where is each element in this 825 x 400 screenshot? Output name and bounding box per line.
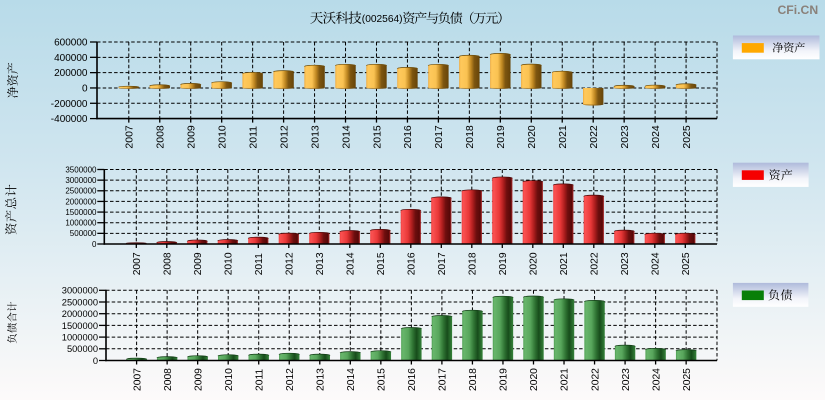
svg-text:400000: 400000 [54,53,88,64]
svg-text:2018: 2018 [468,368,479,391]
svg-text:-200000: -200000 [51,99,88,110]
svg-text:2023: 2023 [621,368,632,391]
svg-text:2025: 2025 [681,252,692,275]
svg-text:2008: 2008 [163,252,174,275]
svg-text:2020: 2020 [529,252,540,275]
svg-text:1000000: 1000000 [65,219,97,228]
svg-text:2013: 2013 [315,368,326,391]
svg-text:2013: 2013 [309,125,321,149]
svg-text:2024: 2024 [650,125,662,149]
svg-text:500000: 500000 [70,229,97,238]
svg-text:2014: 2014 [340,125,352,149]
svg-text:2500000: 2500000 [65,187,97,196]
svg-text:2025: 2025 [681,125,693,149]
svg-text:2013: 2013 [315,252,326,275]
svg-text:2016: 2016 [407,252,418,275]
svg-text:2023: 2023 [620,252,631,275]
svg-text:2024: 2024 [651,368,662,391]
svg-text:1500000: 1500000 [62,321,98,331]
svg-text:2017: 2017 [433,125,445,149]
svg-text:2017: 2017 [437,252,448,275]
svg-text:3000000: 3000000 [65,176,97,185]
svg-text:CFi.CN: CFi.CN [778,3,819,17]
svg-text:2019: 2019 [498,252,509,275]
svg-text:2011: 2011 [247,126,259,149]
svg-text:2007: 2007 [124,125,136,149]
svg-text:2015: 2015 [376,252,387,275]
svg-text:1000000: 1000000 [62,332,98,342]
svg-text:2016: 2016 [402,125,414,149]
svg-text:2008: 2008 [155,125,167,149]
svg-text:2022: 2022 [590,368,601,391]
svg-text:2017: 2017 [438,368,449,391]
svg-text:500000: 500000 [67,344,98,354]
svg-text:2014: 2014 [346,368,357,391]
svg-text:3500000: 3500000 [65,165,97,174]
svg-text:2010: 2010 [224,368,235,391]
svg-text:2016: 2016 [407,368,418,391]
svg-text:2010: 2010 [224,252,235,275]
svg-text:2021: 2021 [557,125,569,149]
svg-text:2018: 2018 [464,125,476,149]
svg-text:0: 0 [93,356,98,366]
svg-text:2010: 2010 [216,125,228,149]
svg-text:2500000: 2500000 [62,297,98,307]
svg-text:2015: 2015 [377,368,388,391]
svg-text:2000000: 2000000 [65,197,97,206]
svg-text:2019: 2019 [495,125,507,149]
svg-text:2007: 2007 [132,368,143,391]
svg-text:2020: 2020 [526,125,538,149]
svg-text:2019: 2019 [499,368,510,391]
svg-text:2021: 2021 [559,252,570,275]
svg-text:1500000: 1500000 [65,208,97,217]
svg-text:2011: 2011 [254,253,265,275]
svg-text:2000000: 2000000 [62,309,98,319]
svg-text:-400000: -400000 [51,114,88,125]
svg-text:600000: 600000 [54,38,88,49]
svg-text:2018: 2018 [468,252,479,275]
svg-text:2020: 2020 [529,368,540,391]
svg-text:2007: 2007 [132,252,143,275]
svg-text:200000: 200000 [54,68,88,79]
svg-text:2025: 2025 [682,368,693,391]
svg-text:2012: 2012 [285,368,296,391]
svg-text:2008: 2008 [163,368,174,391]
svg-text:2011: 2011 [254,369,265,391]
svg-text:2012: 2012 [278,125,290,149]
svg-text:2022: 2022 [588,125,600,149]
svg-text:2023: 2023 [619,125,631,149]
svg-text:2014: 2014 [346,252,357,275]
svg-text:0: 0 [92,240,97,249]
svg-text:3000000: 3000000 [62,286,98,296]
svg-text:2009: 2009 [186,125,198,149]
svg-text:2009: 2009 [193,368,204,391]
svg-text:2015: 2015 [371,125,383,149]
svg-text:2021: 2021 [560,368,571,391]
svg-text:2009: 2009 [193,252,204,275]
svg-text:(002564): (002564) [362,14,403,25]
svg-text:2012: 2012 [285,252,296,275]
svg-text:2024: 2024 [651,252,662,275]
svg-text:2022: 2022 [590,252,601,275]
svg-text:0: 0 [82,84,88,95]
